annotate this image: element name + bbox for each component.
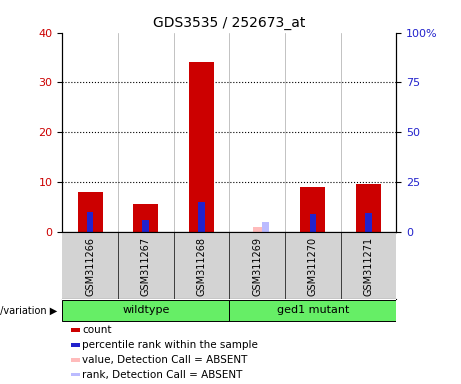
Text: GSM311267: GSM311267 (141, 237, 151, 296)
Text: GSM311268: GSM311268 (196, 237, 207, 296)
Bar (262, 222, 269, 232)
Text: GSM311266: GSM311266 (85, 237, 95, 296)
Bar (133, 204, 158, 232)
Title: GDS3535 / 252673_at: GDS3535 / 252673_at (153, 16, 306, 30)
Text: rank, Detection Call = ABSENT: rank, Detection Call = ABSENT (82, 370, 242, 380)
Bar (71, 343, 80, 347)
Bar (142, 220, 149, 232)
Bar (356, 184, 381, 232)
Bar (301, 187, 325, 232)
Text: genotype/variation ▶: genotype/variation ▶ (0, 306, 58, 316)
Text: value, Detection Call = ABSENT: value, Detection Call = ABSENT (82, 355, 248, 365)
Bar (253, 227, 261, 232)
Bar (189, 63, 214, 232)
Text: ged1 mutant: ged1 mutant (277, 305, 349, 315)
Bar (71, 373, 80, 376)
Bar (229, 300, 396, 321)
Bar (310, 214, 316, 232)
Text: count: count (82, 325, 112, 335)
Text: GSM311269: GSM311269 (252, 237, 262, 296)
Bar (71, 358, 80, 362)
Text: wildtype: wildtype (122, 305, 170, 315)
Bar (62, 300, 229, 321)
Bar (77, 192, 103, 232)
Text: GSM311270: GSM311270 (308, 237, 318, 296)
Text: percentile rank within the sample: percentile rank within the sample (82, 340, 258, 350)
Bar (71, 328, 80, 332)
Bar (198, 202, 205, 232)
Bar (87, 212, 94, 232)
Bar (365, 213, 372, 232)
Text: GSM311271: GSM311271 (364, 237, 373, 296)
